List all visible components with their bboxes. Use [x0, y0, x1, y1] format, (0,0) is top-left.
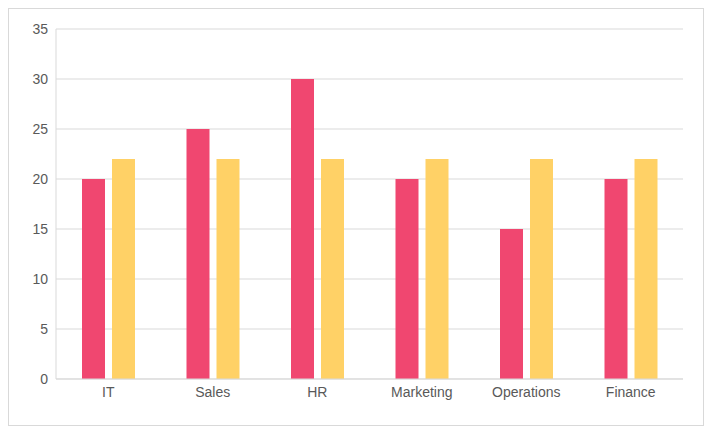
- svg-text:Finance: Finance: [606, 384, 656, 400]
- svg-text:35: 35: [32, 21, 48, 37]
- svg-text:15: 15: [32, 221, 48, 237]
- svg-text:HR: HR: [307, 384, 327, 400]
- svg-text:30: 30: [32, 71, 48, 87]
- svg-text:Sales: Sales: [195, 384, 230, 400]
- svg-text:20: 20: [32, 171, 48, 187]
- svg-text:IT: IT: [102, 384, 115, 400]
- svg-text:5: 5: [40, 321, 48, 337]
- svg-text:25: 25: [32, 121, 48, 137]
- svg-text:Marketing: Marketing: [391, 384, 452, 400]
- svg-text:Operations: Operations: [492, 384, 560, 400]
- svg-text:0: 0: [40, 371, 48, 387]
- svg-text:10: 10: [32, 271, 48, 287]
